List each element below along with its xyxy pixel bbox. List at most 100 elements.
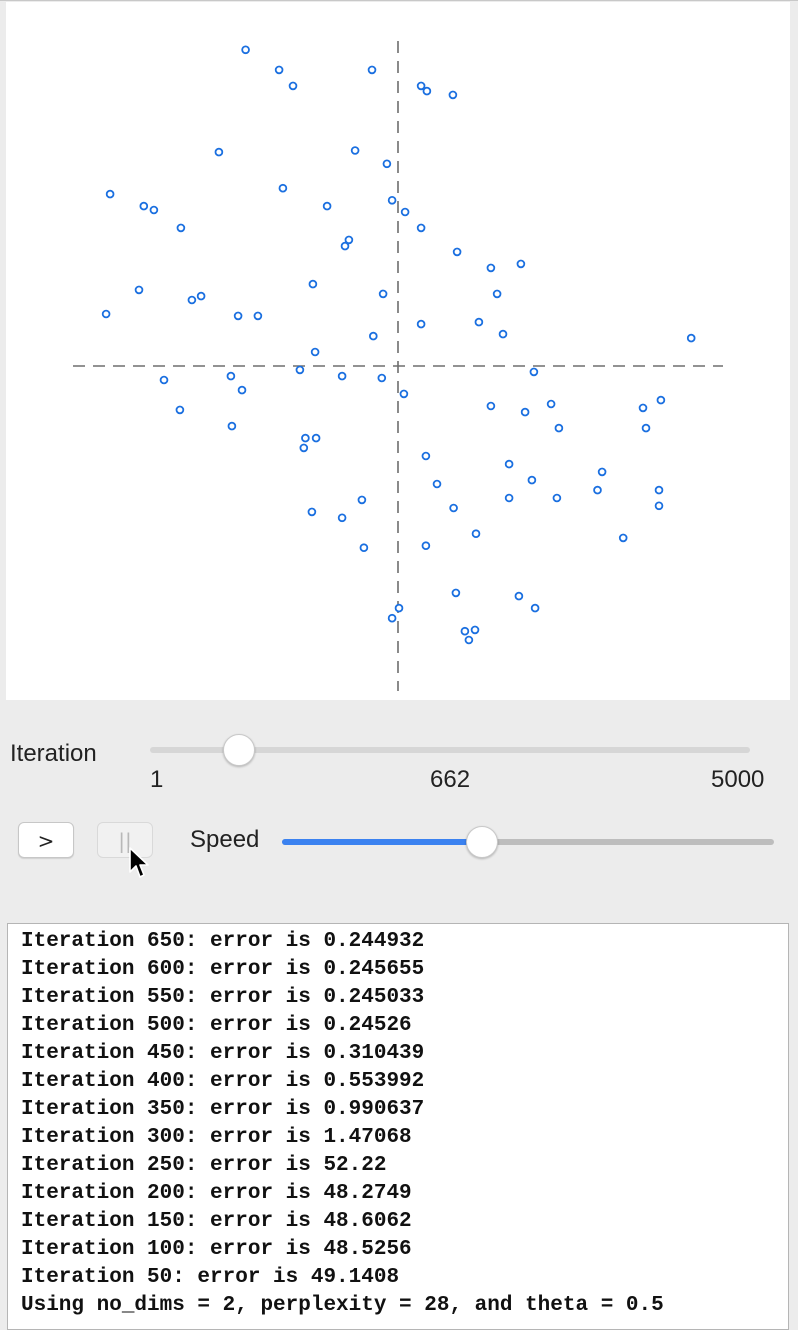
data-point (322, 201, 332, 211)
data-point (448, 90, 458, 100)
data-point (552, 493, 562, 503)
data-point (337, 513, 347, 523)
data-point (359, 543, 369, 552)
play-icon: > (37, 829, 55, 853)
data-point (344, 235, 354, 245)
data-point (432, 479, 442, 489)
data-point (382, 159, 392, 169)
scatter-plot-panel (6, 2, 790, 700)
data-point (654, 501, 664, 511)
data-point (337, 371, 347, 381)
data-point (530, 603, 540, 613)
data-point (226, 371, 236, 381)
tsne-scatter-plot (73, 41, 723, 691)
log-line: Iteration 350: error is 0.990637 (21, 1098, 425, 1121)
log-line: Iteration 50: error is 49.1408 (21, 1266, 400, 1289)
data-point (196, 291, 206, 301)
data-point (278, 183, 288, 193)
log-output-panel[interactable]: Iteration 650: error is 0.244932 Iteratio… (7, 923, 789, 1330)
log-line: Iteration 500: error is 0.24526 (21, 1014, 412, 1037)
data-point (149, 205, 159, 215)
data-point (618, 533, 628, 543)
data-point (387, 613, 397, 623)
iteration-slider-track[interactable] (150, 747, 750, 753)
iteration-label: Iteration (10, 740, 97, 767)
speed-slider-fill (282, 839, 482, 845)
log-line: Iteration 300: error is 1.47068 (21, 1126, 412, 1149)
data-point (357, 495, 367, 505)
data-point (159, 375, 169, 385)
data-point (504, 459, 514, 469)
data-point (308, 279, 318, 289)
data-point (367, 65, 377, 75)
data-point (399, 389, 409, 399)
speed-slider-thumb[interactable] (465, 826, 498, 858)
data-point (504, 493, 514, 503)
data-point (274, 65, 284, 75)
data-point (299, 443, 309, 453)
data-point (464, 635, 474, 645)
data-point (288, 81, 298, 91)
data-point (514, 591, 524, 601)
data-point (416, 319, 426, 329)
data-point (227, 421, 237, 431)
pause-icon: || (118, 829, 132, 853)
data-point (101, 309, 111, 319)
data-point (105, 189, 115, 199)
data-point (311, 433, 321, 443)
log-line: Iteration 250: error is 52.22 (21, 1154, 387, 1177)
data-point (134, 285, 144, 295)
iteration-min-label: 1 (150, 766, 164, 793)
log-line: Iteration 650: error is 0.244932 (21, 930, 425, 953)
log-line: Iteration 450: error is 0.310439 (21, 1042, 425, 1065)
data-point (214, 147, 224, 157)
data-point (498, 329, 508, 339)
data-point (139, 201, 149, 211)
data-point (310, 347, 320, 357)
iteration-slider-thumb[interactable] (223, 734, 255, 766)
data-point (377, 373, 387, 383)
data-point (654, 485, 664, 495)
data-point (233, 311, 243, 321)
data-point (394, 603, 404, 613)
data-point (387, 196, 397, 205)
log-line: Iteration 100: error is 48.5256 (21, 1238, 412, 1261)
data-point (529, 367, 539, 377)
top-divider (0, 0, 798, 1)
data-point (471, 529, 481, 538)
iteration-max-label: 5000 (711, 766, 765, 793)
pause-button[interactable]: || (97, 822, 153, 858)
data-point (449, 503, 458, 513)
data-point (416, 81, 426, 91)
data-point (400, 207, 410, 217)
data-point (641, 423, 651, 433)
arrow-cursor-icon (129, 847, 149, 878)
data-point (527, 475, 537, 485)
data-point (295, 365, 305, 375)
data-point (474, 317, 484, 327)
data-point (350, 146, 360, 155)
data-point (656, 395, 666, 405)
data-point (301, 433, 310, 443)
data-point (554, 423, 564, 433)
data-point (593, 485, 602, 495)
data-point (486, 263, 496, 273)
data-point (686, 333, 696, 343)
data-point (421, 541, 431, 550)
data-point (638, 403, 648, 413)
speed-slider-track[interactable] (282, 839, 774, 845)
speed-label: Speed (190, 826, 260, 853)
log-lines: Iteration 650: error is 0.244932 Iteratio… (8, 924, 788, 1320)
iteration-current-label: 662 (430, 766, 471, 793)
data-point (492, 289, 502, 299)
data-point (516, 259, 526, 269)
log-line: Iteration 150: error is 48.6062 (21, 1210, 412, 1233)
data-point (187, 295, 197, 305)
play-button[interactable]: > (18, 822, 74, 858)
data-point (378, 289, 388, 299)
data-point (340, 241, 350, 251)
data-point (237, 385, 247, 395)
data-point (176, 223, 186, 233)
data-point (452, 247, 462, 257)
